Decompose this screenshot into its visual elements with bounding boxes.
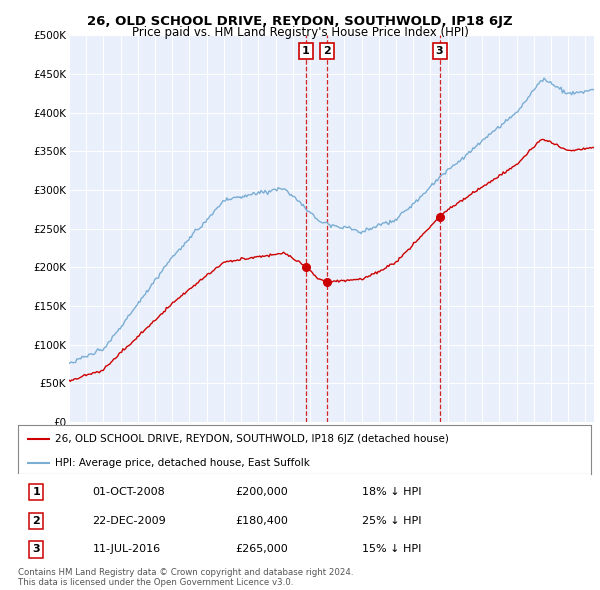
Text: 2: 2 (32, 516, 40, 526)
Text: 3: 3 (32, 545, 40, 555)
Text: 1: 1 (302, 46, 310, 56)
Text: 25% ↓ HPI: 25% ↓ HPI (362, 516, 421, 526)
Text: Contains HM Land Registry data © Crown copyright and database right 2024.
This d: Contains HM Land Registry data © Crown c… (18, 568, 353, 587)
Text: 26, OLD SCHOOL DRIVE, REYDON, SOUTHWOLD, IP18 6JZ (detached house): 26, OLD SCHOOL DRIVE, REYDON, SOUTHWOLD,… (55, 434, 449, 444)
Text: 11-JUL-2016: 11-JUL-2016 (92, 545, 161, 555)
Text: 18% ↓ HPI: 18% ↓ HPI (362, 487, 421, 497)
Text: £200,000: £200,000 (236, 487, 289, 497)
Text: £265,000: £265,000 (236, 545, 289, 555)
Text: 15% ↓ HPI: 15% ↓ HPI (362, 545, 421, 555)
Text: HPI: Average price, detached house, East Suffolk: HPI: Average price, detached house, East… (55, 458, 310, 468)
Text: 3: 3 (436, 46, 443, 56)
Text: 2: 2 (323, 46, 331, 56)
Text: Price paid vs. HM Land Registry's House Price Index (HPI): Price paid vs. HM Land Registry's House … (131, 26, 469, 39)
Text: £180,400: £180,400 (236, 516, 289, 526)
Text: 1: 1 (32, 487, 40, 497)
Text: 26, OLD SCHOOL DRIVE, REYDON, SOUTHWOLD, IP18 6JZ: 26, OLD SCHOOL DRIVE, REYDON, SOUTHWOLD,… (87, 15, 513, 28)
Text: 22-DEC-2009: 22-DEC-2009 (92, 516, 166, 526)
Text: 01-OCT-2008: 01-OCT-2008 (92, 487, 165, 497)
